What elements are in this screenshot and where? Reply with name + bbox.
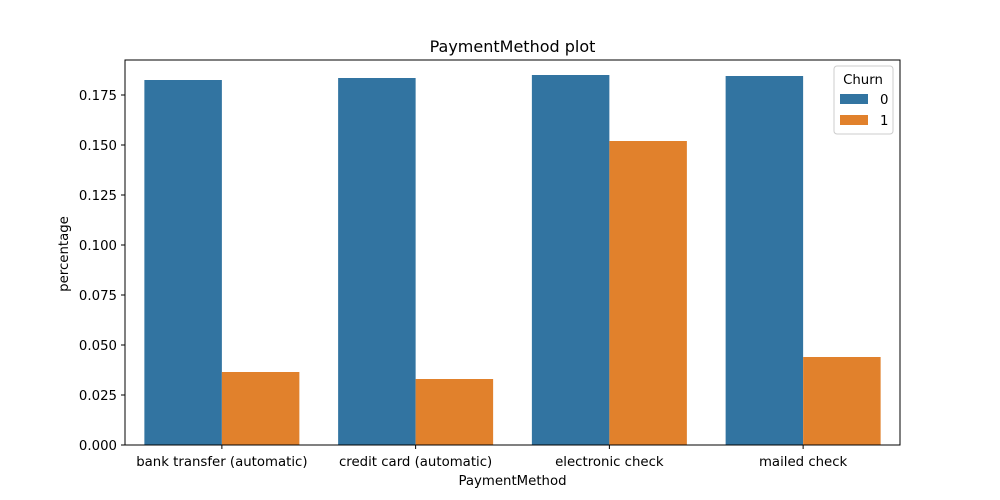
x-tick-label-2: electronic check [555,455,664,470]
legend-label-0: 0 [880,93,888,108]
x-axis-label: PaymentMethod [458,474,566,489]
y-tick-label-3: 0.075 [79,289,117,304]
legend-title: Churn [843,73,883,88]
x-tick-label-1: credit card (automatic) [339,455,492,470]
x-tick-label-3: mailed check [759,455,848,470]
bar-0-1 [338,78,416,445]
y-tick-label-0: 0.000 [79,439,117,454]
legend: Churn 0 1 [833,65,894,135]
y-tick-label-4: 0.100 [79,239,117,254]
y-tick-label-2: 0.050 [79,339,117,354]
x-tick-label-0: bank transfer (automatic) [136,455,307,470]
bar-0-0 [144,80,222,445]
bar-1-2 [609,141,687,445]
legend-swatch-0 [840,94,868,104]
legend-swatch-1 [840,115,868,125]
bar-1-1 [415,379,494,445]
legend-label-1: 1 [880,114,888,129]
bar-0-2 [531,75,610,445]
y-axis: 0.000 0.025 0.050 0.075 0.100 0.125 0.150 0.175 [79,89,125,454]
bar-1-0 [221,372,300,445]
y-tick-label-1: 0.025 [79,389,117,404]
plot-frame [124,59,901,446]
bars [144,75,881,445]
chart-title: PaymentMethod plot [430,37,596,56]
x-axis: bank transfer (automatic) credit card (au… [136,445,848,470]
y-tick-label-7: 0.175 [79,89,117,104]
y-tick-label-6: 0.150 [79,139,117,154]
y-tick-label-5: 0.125 [79,189,117,204]
y-axis-label: percentage [57,216,72,292]
bar-0-3 [725,76,804,445]
bar-1-3 [803,357,881,445]
